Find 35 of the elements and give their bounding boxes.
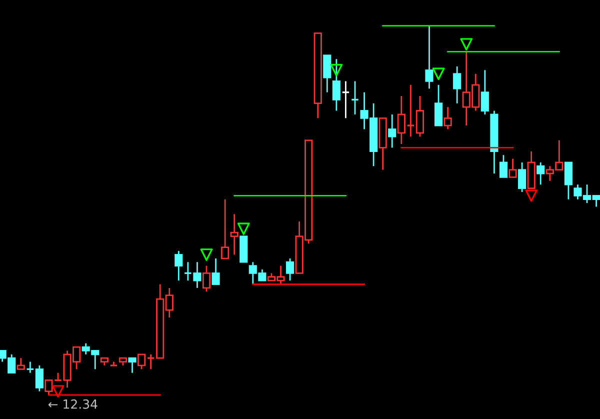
point [237, 222, 250, 236]
candlestick [35, 364, 44, 392]
candlestick [444, 106, 452, 130]
point [52, 385, 64, 398]
candlestick [518, 162, 526, 193]
candlestick [425, 25, 434, 90]
candlestick [406, 84, 415, 138]
candlestick [388, 114, 396, 148]
candlestick [564, 162, 572, 200]
annotation: ← 12.34 [48, 399, 98, 409]
candlestick [286, 258, 294, 282]
candlestick [137, 354, 146, 370]
candlestick [499, 154, 508, 178]
candlestick [397, 95, 406, 145]
candlestick [221, 198, 230, 260]
point [432, 68, 445, 80]
candlestick [174, 250, 183, 282]
point [200, 248, 213, 261]
candlestick [453, 66, 462, 104]
candlestick [434, 84, 443, 126]
candlestick [536, 162, 545, 186]
candlestick [212, 258, 220, 285]
candlestick [323, 54, 332, 93]
candlestick [202, 265, 211, 292]
candlestick [416, 95, 424, 138]
candlestick [128, 357, 136, 374]
point [460, 38, 473, 51]
candlestick [480, 69, 489, 116]
candlestick [350, 80, 360, 116]
candlestick [16, 357, 25, 370]
candlestick [230, 213, 238, 256]
point [525, 189, 538, 202]
candlestick [332, 58, 340, 112]
point [330, 64, 343, 76]
candlestick [508, 158, 517, 178]
